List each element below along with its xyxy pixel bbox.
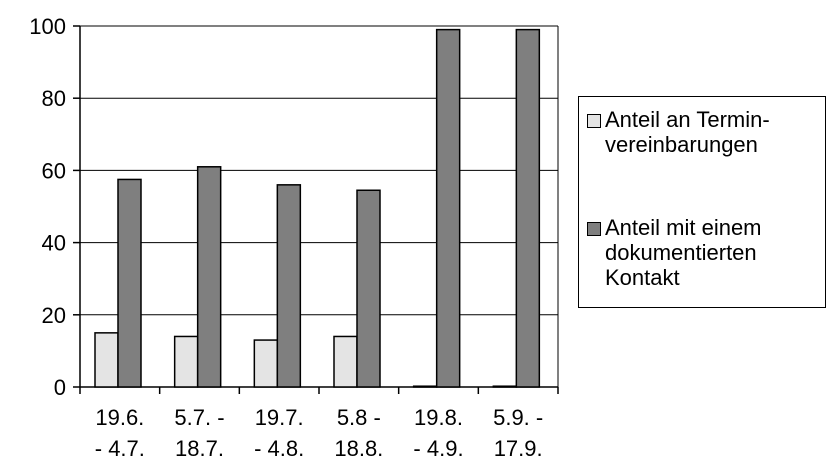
legend-item-termin: Anteil an Termin- vereinbarungen: [587, 107, 827, 157]
x-tick-label-3-line1: 18.8.: [334, 436, 383, 461]
legend-label-termin: Anteil an Termin- vereinbarungen: [605, 107, 770, 157]
y-tick-label-80: 80: [42, 86, 66, 111]
y-tick-label-20: 20: [42, 303, 66, 328]
legend-swatch-kontakt: [587, 222, 601, 236]
bar-series0-4: [412, 385, 438, 388]
y-tick-label-40: 40: [42, 231, 66, 256]
bar-series1-3: [356, 189, 381, 388]
x-tick-label-2-line1: - 4.8.: [254, 436, 304, 461]
x-tick-label-0-line1: - 4.7.: [95, 436, 145, 461]
x-tick-label-4-line0: 19.8.: [414, 405, 463, 430]
x-tick-label-4-line1: - 4.9.: [413, 436, 463, 461]
x-tick-label-2-line0: 19.7.: [255, 405, 304, 430]
chart-legend: Anteil an Termin- vereinbarungen Anteil …: [578, 96, 826, 308]
bar-series1-0: [117, 178, 142, 388]
x-tick-label-5-line0: 5.9. -: [493, 405, 543, 430]
y-tick-label-0: 0: [54, 375, 66, 400]
bar-series0-1: [173, 335, 199, 388]
legend-item-kontakt: Anteil mit einem dokumentierten Kontakt: [587, 215, 827, 290]
bar-series1-4: [435, 28, 461, 388]
bar-series0-0: [94, 332, 119, 388]
y-tick-label-60: 60: [42, 158, 66, 183]
bar-series0-2: [253, 339, 279, 388]
y-tick-label-100: 100: [29, 14, 66, 39]
x-tick-label-1-line1: 18.7.: [175, 436, 224, 461]
x-tick-label-1-line0: 5.7. -: [174, 405, 224, 430]
x-tick-label-0-line0: 19.6.: [95, 405, 144, 430]
bar-series0-3: [333, 335, 358, 388]
bar-series1-1: [196, 166, 222, 388]
legend-label-kontakt: Anteil mit einem dokumentierten Kontakt: [605, 215, 762, 290]
x-tick-label-3-line0: 5.8 -: [337, 405, 381, 430]
bar-series0-5: [492, 385, 518, 388]
x-tick-label-5-line1: 17.9.: [494, 436, 543, 461]
bar-series1-5: [515, 28, 541, 388]
bar-series1-2: [276, 184, 302, 388]
legend-swatch-termin: [587, 114, 601, 128]
